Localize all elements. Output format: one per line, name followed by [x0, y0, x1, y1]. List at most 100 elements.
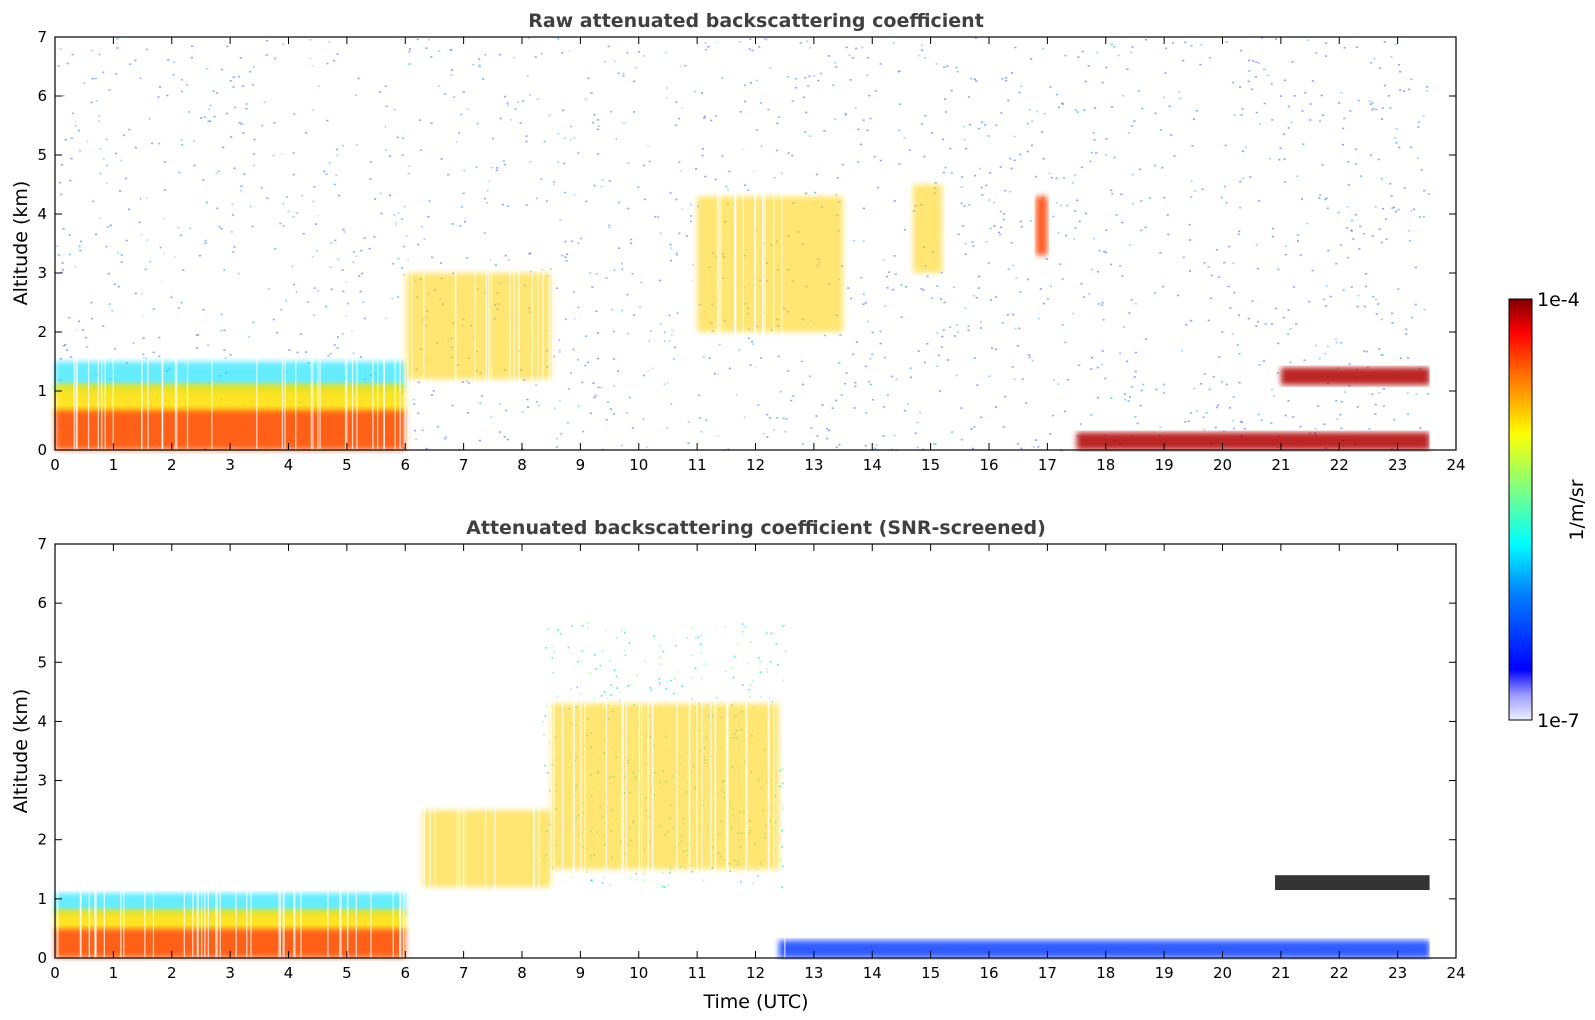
noise-pixel: [1074, 210, 1077, 212]
noise-pixel: [1272, 227, 1275, 230]
noise-pixel: [642, 374, 646, 377]
noise-pixel: [1382, 388, 1385, 390]
noise-pixel: [930, 297, 933, 300]
noise-pixel: [886, 394, 889, 396]
y-tick-label: 6: [37, 87, 47, 105]
noise-pixel: [1061, 324, 1064, 326]
noise-pixel: [128, 208, 131, 211]
x-tick-label: 13: [804, 964, 823, 982]
noise-pixel: [577, 359, 580, 361]
noise-pixel: [828, 429, 831, 432]
noise-pixel: [1155, 388, 1158, 391]
noise-pixel: [989, 172, 992, 174]
noise-pixel: [1318, 357, 1321, 360]
noise-pixel: [866, 320, 869, 323]
sparse-pixel: [610, 684, 613, 686]
noise-pixel: [757, 404, 760, 406]
noise-pixel: [987, 135, 990, 137]
noise-pixel: [1232, 262, 1235, 265]
noise-pixel: [654, 216, 657, 218]
feature-low-cloud: [1076, 432, 1430, 450]
stripe: [356, 37, 358, 450]
stripe: [485, 37, 488, 450]
noise-pixel: [1042, 302, 1046, 305]
noise-pixel: [874, 447, 877, 450]
noise-pixel: [460, 206, 463, 208]
noise-pixel: [1419, 427, 1422, 429]
noise-pixel: [1110, 397, 1113, 399]
stripe: [513, 37, 515, 450]
noise-pixel: [1193, 387, 1196, 390]
noise-pixel: [584, 335, 587, 337]
noise-pixel: [593, 396, 596, 399]
noise-pixel: [835, 66, 838, 68]
noise-pixel: [1284, 253, 1288, 256]
noise-pixel: [467, 382, 470, 384]
noise-pixel: [417, 381, 420, 384]
noise-pixel: [408, 50, 411, 53]
sparse-pixel: [781, 829, 783, 832]
stripe: [754, 37, 757, 450]
noise-pixel: [128, 63, 132, 65]
stripe: [174, 37, 177, 450]
noise-pixel: [942, 329, 945, 331]
sparse-pixel: [734, 655, 736, 658]
noise-pixel: [1290, 121, 1293, 124]
noise-pixel: [231, 214, 235, 216]
noise-pixel: [975, 296, 978, 299]
noise-pixel: [1239, 206, 1242, 209]
noise-pixel: [1005, 77, 1008, 79]
noise-pixel: [323, 170, 326, 173]
noise-pixel: [670, 247, 673, 249]
noise-pixel: [1105, 66, 1108, 69]
noise-pixel: [785, 418, 788, 420]
noise-pixel: [672, 358, 675, 360]
noise-pixel: [993, 201, 996, 204]
noise-pixel: [835, 399, 838, 402]
noise-pixel: [1043, 112, 1046, 115]
noise-pixel: [1320, 94, 1323, 97]
noise-pixel: [926, 343, 929, 345]
noise-pixel: [526, 398, 529, 401]
noise-pixel: [1346, 256, 1350, 259]
noise-pixel: [1134, 351, 1137, 354]
noise-pixel: [346, 302, 349, 305]
noise-pixel: [760, 145, 763, 148]
noise-pixel: [1037, 317, 1040, 320]
sparse-pixel: [650, 689, 653, 692]
noise-pixel: [605, 277, 608, 279]
noise-pixel: [826, 437, 829, 440]
noise-pixel: [749, 38, 752, 40]
noise-pixel: [864, 444, 867, 447]
noise-pixel: [443, 93, 447, 95]
sparse-pixel: [653, 635, 656, 638]
bottom-x-axis-label: Time (UTC): [702, 991, 808, 1013]
noise-pixel: [967, 96, 971, 98]
noise-pixel: [193, 140, 196, 142]
noise-pixel: [1380, 318, 1383, 321]
noise-pixel: [1016, 345, 1019, 347]
noise-pixel: [60, 193, 63, 196]
noise-pixel: [1249, 176, 1252, 178]
sparse-pixel: [581, 649, 584, 652]
noise-pixel: [875, 444, 878, 446]
noise-pixel: [243, 173, 246, 175]
sparse-pixel: [627, 685, 629, 687]
noise-pixel: [506, 104, 509, 107]
noise-pixel: [1357, 99, 1360, 102]
noise-pixel: [205, 201, 208, 204]
noise-pixel: [1077, 56, 1080, 58]
noise-pixel: [1279, 147, 1282, 149]
noise-pixel: [669, 243, 672, 246]
noise-pixel: [536, 401, 539, 403]
noise-pixel: [77, 129, 80, 132]
noise-pixel: [305, 132, 308, 134]
sparse-pixel: [587, 622, 590, 624]
noise-pixel: [943, 66, 946, 68]
noise-pixel: [950, 89, 953, 92]
noise-pixel: [1225, 201, 1228, 204]
noise-pixel: [1255, 111, 1258, 114]
noise-pixel: [1080, 282, 1083, 285]
noise-pixel: [272, 318, 275, 321]
